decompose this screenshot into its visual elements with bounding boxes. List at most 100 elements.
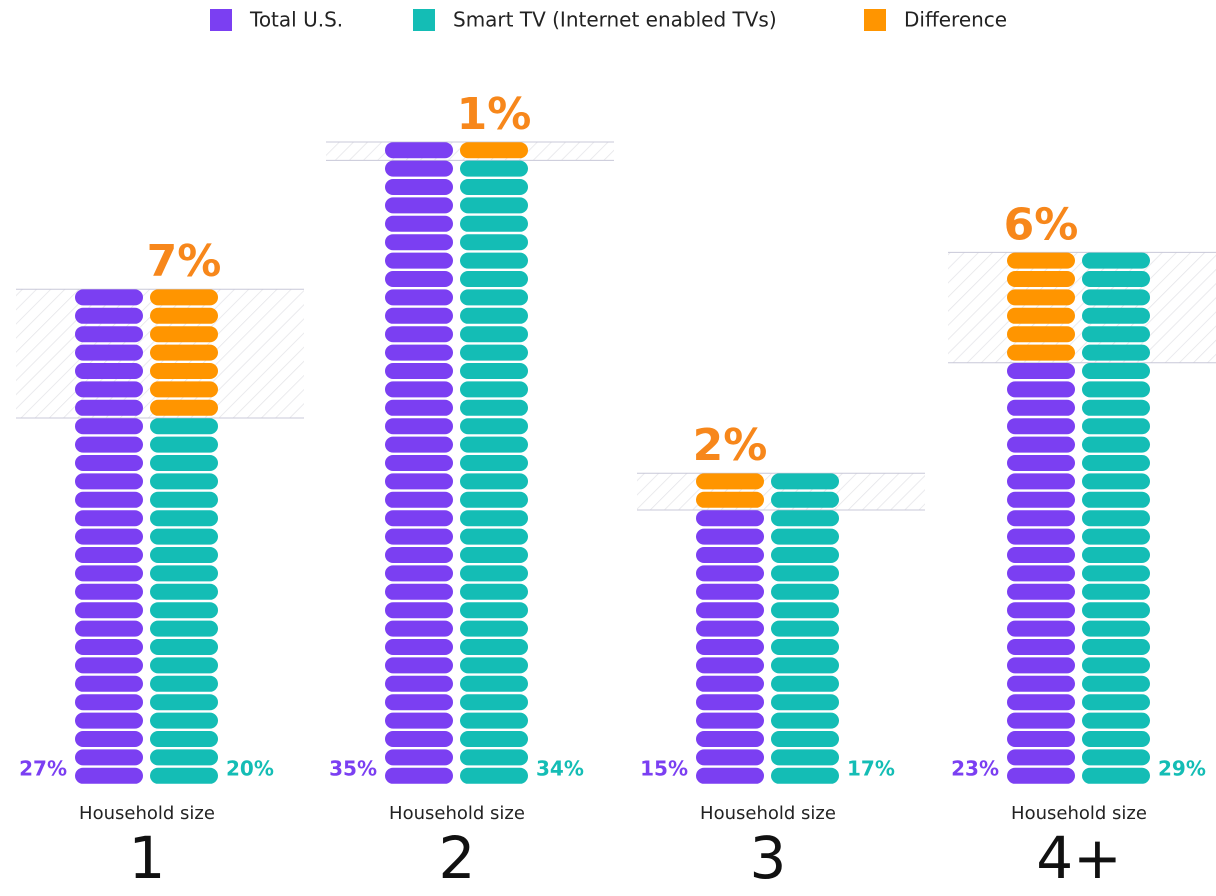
x-axis-label: Household size xyxy=(79,803,215,824)
pill xyxy=(1007,455,1075,471)
pill xyxy=(150,363,218,379)
pill xyxy=(460,252,528,269)
value-label: 34% xyxy=(536,757,584,781)
pill xyxy=(460,271,528,287)
pill xyxy=(696,657,764,674)
pill xyxy=(75,731,143,747)
x-axis-label: Household size xyxy=(700,803,836,824)
pill xyxy=(75,583,143,600)
pill xyxy=(696,675,764,692)
diff-label: 1% xyxy=(457,89,532,140)
pill xyxy=(385,271,453,287)
pill xyxy=(1082,767,1150,784)
pill xyxy=(460,473,528,490)
pill xyxy=(385,602,453,619)
pill xyxy=(1082,583,1150,600)
pill xyxy=(75,363,143,379)
pill xyxy=(696,731,764,747)
pill xyxy=(1007,547,1075,563)
pill xyxy=(1007,307,1075,324)
pill xyxy=(1082,289,1150,306)
pill xyxy=(1007,731,1075,747)
pill xyxy=(1082,712,1150,729)
pill xyxy=(75,547,143,563)
pill xyxy=(460,307,528,324)
pill xyxy=(771,731,839,747)
pill xyxy=(150,694,218,711)
pill xyxy=(1007,381,1075,398)
pill xyxy=(150,583,218,600)
pill xyxy=(1082,271,1150,287)
pill xyxy=(385,565,453,582)
pill xyxy=(150,289,218,306)
pill xyxy=(150,381,218,398)
pill xyxy=(460,363,528,379)
pill xyxy=(75,657,143,674)
pill xyxy=(1007,657,1075,674)
pill xyxy=(1007,675,1075,692)
pill xyxy=(460,142,528,159)
pill xyxy=(150,491,218,508)
pill xyxy=(75,326,143,343)
pill xyxy=(75,675,143,692)
pill xyxy=(696,767,764,784)
pill xyxy=(771,767,839,784)
pill xyxy=(460,491,528,508)
pill xyxy=(460,289,528,306)
pill xyxy=(771,602,839,619)
pill xyxy=(696,712,764,729)
pill xyxy=(1082,491,1150,508)
pill xyxy=(75,381,143,398)
pill xyxy=(75,289,143,306)
pill xyxy=(385,307,453,324)
pill xyxy=(771,510,839,527)
pill xyxy=(460,712,528,729)
pill xyxy=(1007,565,1075,582)
pill xyxy=(385,749,453,766)
category-label: 2 xyxy=(439,824,476,892)
pill xyxy=(385,381,453,398)
value-label: 27% xyxy=(19,757,67,781)
pill xyxy=(75,307,143,324)
pill xyxy=(1082,639,1150,655)
pill xyxy=(460,215,528,232)
pill xyxy=(771,675,839,692)
pill xyxy=(150,510,218,527)
pill xyxy=(385,197,453,214)
pill xyxy=(385,289,453,306)
diff-label: 2% xyxy=(693,420,768,471)
pill xyxy=(385,436,453,453)
pill xyxy=(1082,528,1150,545)
pill xyxy=(696,583,764,600)
pill xyxy=(385,215,453,232)
pill xyxy=(1007,271,1075,287)
pill xyxy=(1007,528,1075,545)
pill xyxy=(460,510,528,527)
pill xyxy=(385,179,453,195)
pill xyxy=(385,694,453,711)
pill xyxy=(385,657,453,674)
pill xyxy=(460,344,528,361)
pill xyxy=(75,620,143,637)
pill xyxy=(75,510,143,527)
pill xyxy=(75,344,143,361)
legend-swatch xyxy=(210,9,232,31)
pill xyxy=(75,602,143,619)
pill xyxy=(385,473,453,490)
diff-label: 7% xyxy=(147,236,222,287)
pill xyxy=(385,326,453,343)
pill xyxy=(75,491,143,508)
pill xyxy=(150,418,218,435)
pill xyxy=(696,547,764,563)
pill xyxy=(1007,583,1075,600)
pill xyxy=(1082,675,1150,692)
legend-label: Smart TV (Internet enabled TVs) xyxy=(453,8,777,32)
pill xyxy=(696,491,764,508)
x-axis-label: Household size xyxy=(389,803,525,824)
pill xyxy=(385,731,453,747)
pill xyxy=(771,547,839,563)
pill xyxy=(1082,307,1150,324)
pill xyxy=(1007,473,1075,490)
pill xyxy=(460,455,528,471)
pill xyxy=(460,565,528,582)
